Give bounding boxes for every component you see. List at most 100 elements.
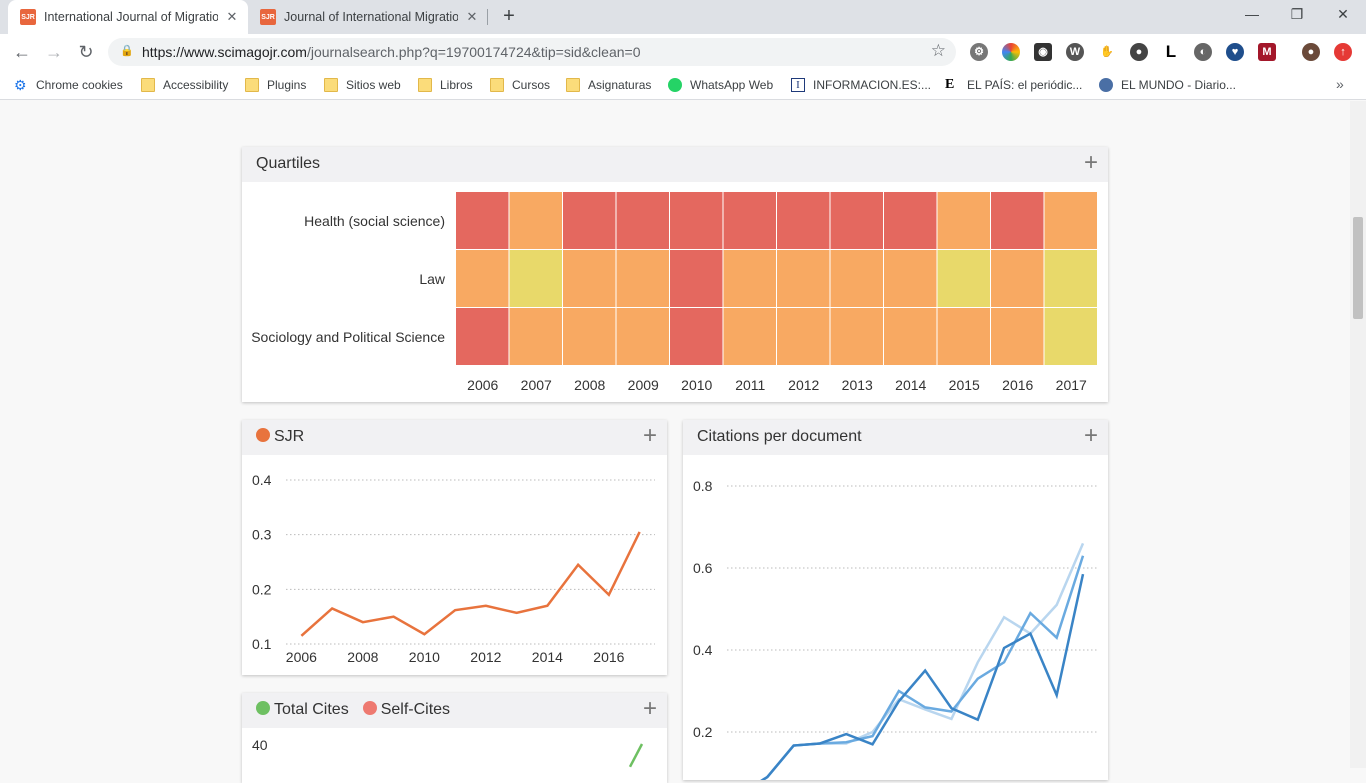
extension-mendeley-icon[interactable]: M [1258, 43, 1276, 61]
quartile-cell [456, 308, 509, 365]
total-cites-legend-dot [256, 701, 270, 715]
quartile-cell [616, 250, 669, 307]
citations-card: Citations per document + 0.2 0.4 0.6 0.8 [683, 420, 1108, 780]
folder-icon [141, 78, 155, 92]
quartiles-expand-button[interactable]: + [1083, 149, 1098, 176]
total-cites-series-line [628, 743, 644, 768]
bookmarks-bar: ⚙ Chrome cookies Accessibility Plugins Si… [0, 70, 1366, 100]
bookmark-label: Accessibility [163, 78, 229, 92]
extension-l-icon[interactable]: L [1162, 43, 1180, 61]
quartile-cell [1044, 250, 1097, 307]
total-cites-line-chart: 40 [252, 737, 644, 768]
bookmark-asignaturas[interactable]: Asignaturas [566, 76, 651, 94]
new-tab-button[interactable]: + [503, 5, 515, 27]
extension-heart-icon[interactable]: ♥ [1226, 43, 1244, 61]
sjr-ytick-label: 0.2 [252, 581, 272, 597]
page-scrollbar[interactable] [1350, 101, 1366, 768]
bookmark-informacion[interactable]: I INFORMACION.ES:... [791, 76, 931, 94]
quartile-cell [723, 250, 776, 307]
quartile-cell [456, 192, 509, 249]
quartiles-heatmap: Health (social science) Law Sociology and … [251, 192, 1097, 393]
sjr-expand-button[interactable]: + [642, 422, 657, 449]
bookmark-sitios-web[interactable]: Sitios web [324, 76, 401, 94]
quartile-cell [884, 308, 937, 365]
citations-ytick-label: 0.8 [693, 478, 713, 494]
quartile-year-label: 2010 [681, 377, 712, 393]
folder-icon [490, 78, 504, 92]
quartile-cell [670, 308, 723, 365]
sjr-ytick-label: 0.4 [252, 472, 272, 488]
quartiles-title: Quartiles [256, 155, 321, 172]
extension-color-wheel-icon[interactable] [1002, 43, 1020, 61]
sjr-xtick-label: 2006 [286, 649, 317, 665]
close-window-button[interactable]: ✕ [1337, 6, 1349, 22]
quartile-cell [723, 192, 776, 249]
citations-expand-button[interactable]: + [1083, 422, 1098, 449]
tab-title: International Journal of Migration [44, 10, 218, 24]
extension-camera-icon[interactable]: ◉ [1034, 43, 1052, 61]
quartile-cell [509, 308, 562, 365]
citations-ytick-label: 0.2 [693, 724, 713, 740]
tab-active[interactable]: SJR International Journal of Migration ✕ [8, 0, 248, 34]
extension-wappalyzer-icon[interactable]: W [1066, 43, 1084, 61]
sjr-series-line [300, 531, 641, 637]
bookmark-plugins[interactable]: Plugins [245, 76, 306, 94]
double-chevron-right-icon[interactable]: » [1336, 76, 1344, 92]
scrollbar-thumb[interactable] [1353, 217, 1363, 319]
sjr-ytick-label: 0.3 [252, 527, 272, 543]
quartile-cell [991, 250, 1044, 307]
tab-inactive[interactable]: SJR Journal of International Migration ✕ [248, 0, 488, 34]
quartiles-card: Quartiles + Health (social science) Law So… [242, 147, 1108, 402]
sjr-title-text: SJR [274, 428, 305, 445]
sjr-card: SJR + 0.1 0.2 0.3 0.4 2006 2008 2010 2012 2014 20… [242, 420, 667, 675]
quartile-cell [670, 192, 723, 249]
profile-avatar[interactable]: ● [1302, 43, 1320, 61]
total-cites-header: Total Cites Self-Cites + [242, 693, 667, 728]
self-cites-label: Self-Cites [380, 701, 451, 718]
bookmark-libros[interactable]: Libros [418, 76, 473, 94]
minimize-button[interactable]: — [1245, 6, 1259, 22]
quartile-cell [777, 192, 830, 249]
bookmark-el-pais[interactable]: E EL PAÍS: el periódic... [945, 76, 1082, 94]
extension-gear-icon[interactable]: ⚙ [970, 43, 988, 61]
bookmark-label: INFORMACION.ES:... [813, 78, 932, 92]
quartile-cell [991, 192, 1044, 249]
quartile-category-label: Sociology and Political Science [251, 329, 445, 345]
forward-button[interactable]: → [45, 42, 63, 62]
extension-hand-icon[interactable]: ✋ [1098, 43, 1116, 61]
address-bar[interactable]: 🔒 https://www.scimagojr.com/journalsearc… [108, 38, 956, 66]
bookmark-star-icon[interactable]: ☆ [930, 41, 946, 60]
citations-line-chart: 0.2 0.4 0.6 0.8 [693, 478, 1097, 780]
total-cites-expand-button[interactable]: + [642, 695, 657, 722]
citations-series-line [760, 573, 1085, 780]
close-tab-icon[interactable]: ✕ [226, 9, 238, 24]
update-icon[interactable]: ↑ [1334, 43, 1352, 61]
quartile-cell [830, 250, 883, 307]
citations-title: Citations per document [697, 428, 862, 445]
folder-icon [418, 78, 432, 92]
bookmark-label: EL PAÍS: el periódic... [967, 78, 1083, 92]
close-tab-icon[interactable]: ✕ [466, 9, 478, 24]
quartile-cell [991, 308, 1044, 365]
extension-spheres-icon[interactable]: ● [1130, 43, 1148, 61]
quartiles-header: Quartiles + [242, 147, 1108, 182]
bookmark-cursos[interactable]: Cursos [490, 76, 550, 94]
extension-eye-icon[interactable]: ◐ [1194, 43, 1212, 61]
bookmark-chrome-cookies[interactable]: ⚙ Chrome cookies [14, 76, 123, 94]
quartile-cell [884, 192, 937, 249]
bookmark-whatsapp[interactable]: WhatsApp Web [668, 76, 773, 94]
back-button[interactable]: ← [13, 42, 31, 62]
url-text[interactable]: https://www.scimagojr.com/journalsearch.… [142, 44, 640, 60]
reload-button[interactable]: ↻ [78, 42, 94, 62]
gear-icon: ⚙ [14, 77, 27, 93]
bookmark-el-mundo[interactable]: EL MUNDO - Diario... [1099, 76, 1236, 94]
quartile-year-label: 2006 [467, 377, 498, 393]
maximize-button[interactable]: ❐ [1290, 6, 1304, 22]
bookmark-accessibility[interactable]: Accessibility [141, 76, 228, 94]
citations-ytick-label: 0.6 [693, 560, 713, 576]
folder-icon [324, 78, 338, 92]
quartile-cell [563, 308, 616, 365]
quartile-cell [830, 308, 883, 365]
url-host: https://www.scimagojr.com [142, 44, 307, 60]
sjr-xtick-label: 2008 [347, 649, 378, 665]
